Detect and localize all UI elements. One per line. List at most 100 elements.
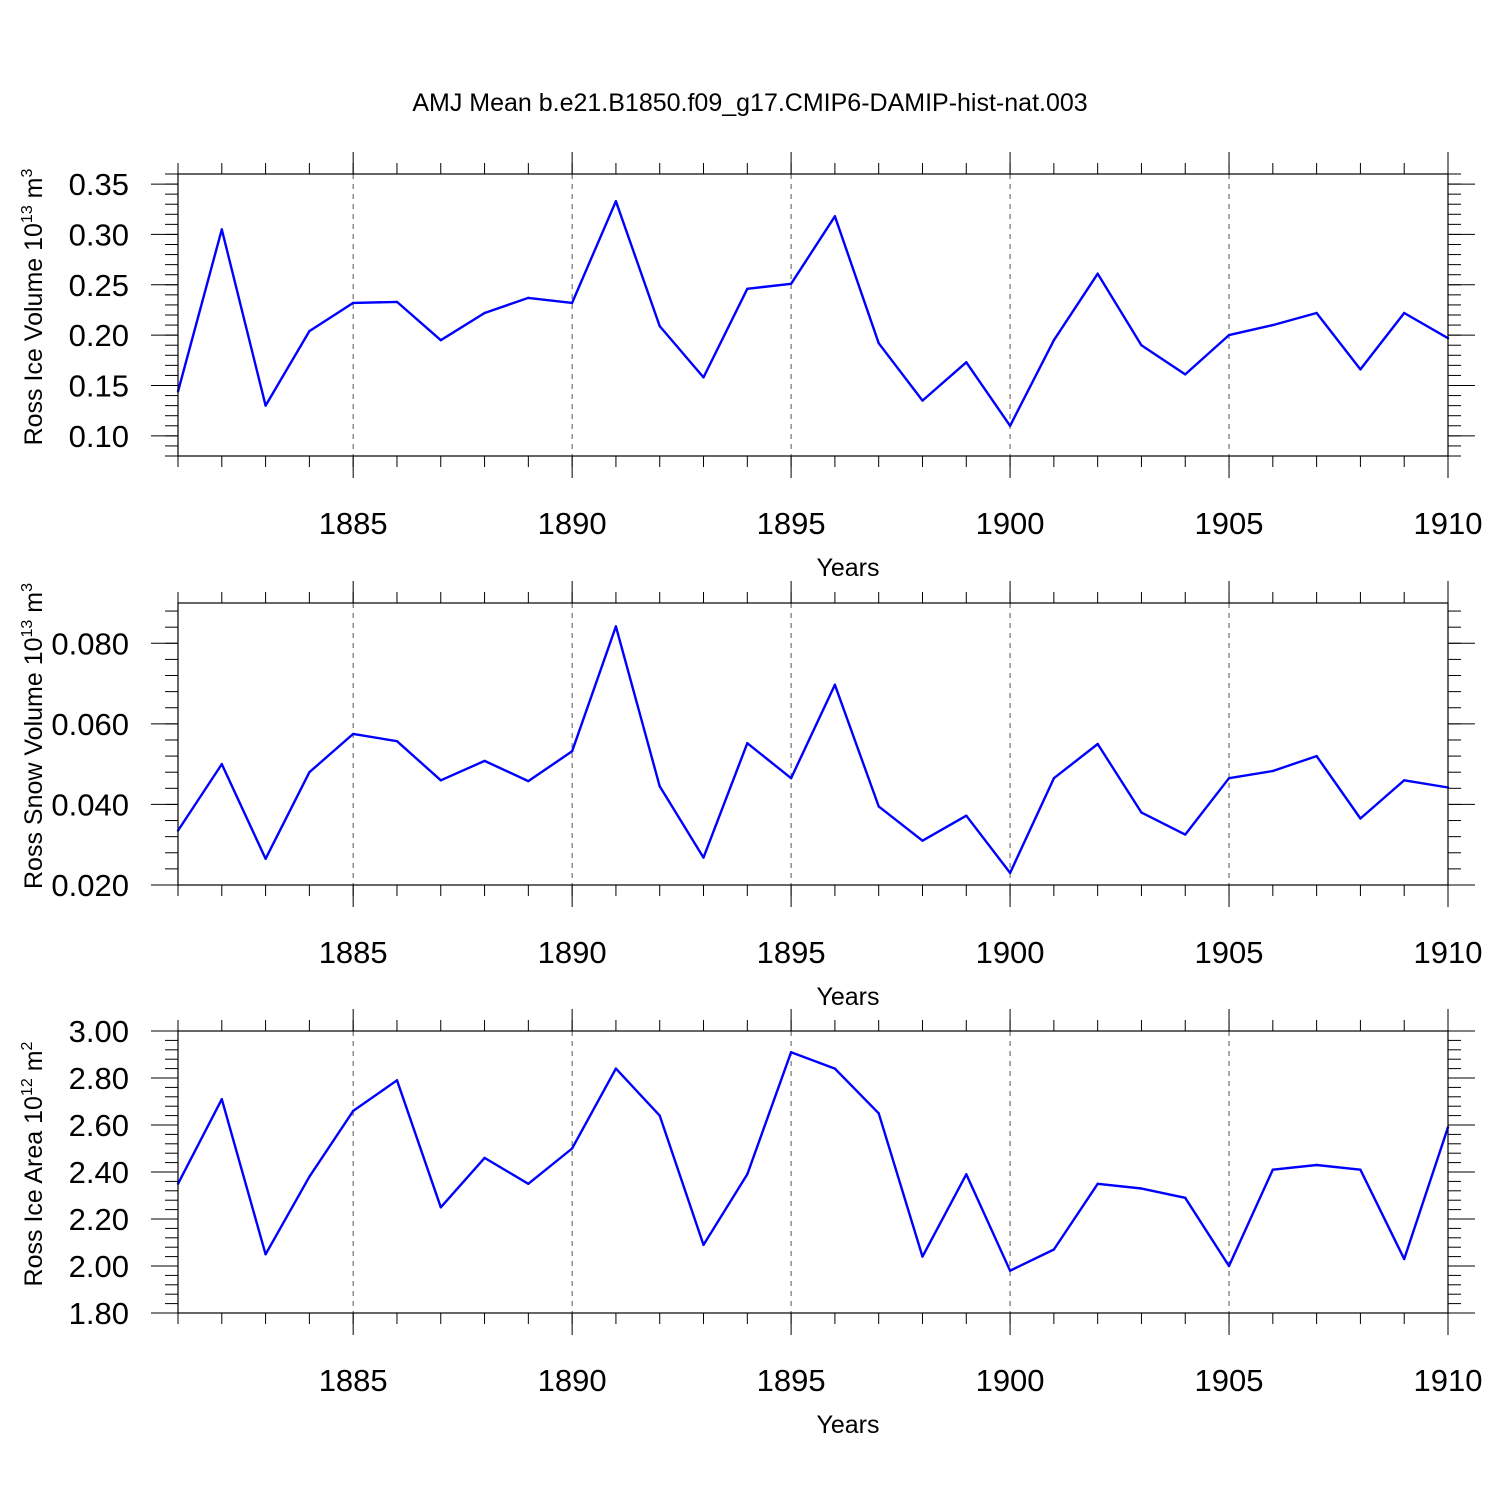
x-tick-label: 1885	[319, 1363, 388, 1398]
data-point	[527, 1182, 530, 1186]
data-point	[921, 399, 924, 402]
x-tick-label: 1910	[1414, 1363, 1483, 1398]
y-tick-label: 0.060	[51, 707, 129, 742]
data-point	[483, 759, 486, 763]
data-point	[1008, 1269, 1012, 1272]
x-tick-label: 1895	[757, 935, 826, 970]
x-tick-label: 1905	[1195, 1363, 1264, 1398]
data-point	[789, 282, 793, 285]
data-point	[1359, 817, 1362, 820]
y-axis-title: Ross Snow Volume 1013 m3	[19, 583, 48, 889]
x-tick-label: 1910	[1414, 935, 1483, 970]
data-point	[1315, 1163, 1318, 1167]
data-point	[1227, 777, 1231, 780]
data-point	[921, 1255, 924, 1258]
data-point	[1140, 811, 1143, 814]
plot-frame	[177, 602, 1449, 886]
data-point	[789, 777, 793, 780]
data-point	[264, 1253, 267, 1256]
data-point	[1008, 424, 1012, 427]
data-point	[1403, 779, 1406, 782]
x-tick-label: 1885	[319, 935, 388, 970]
data-point	[702, 376, 705, 379]
data-point	[833, 215, 837, 218]
data-point	[1008, 871, 1012, 875]
x-tick-label: 1890	[538, 1363, 607, 1398]
data-point	[439, 1206, 442, 1209]
x-tick-label: 1905	[1195, 935, 1264, 970]
y-tick-label: 1.80	[69, 1296, 129, 1331]
data-point	[746, 287, 749, 290]
y-tick-label: 0.20	[69, 318, 129, 353]
data-point	[658, 1114, 661, 1117]
series-line	[176, 199, 1449, 427]
plot-frame	[177, 173, 1449, 457]
data-point	[1315, 754, 1318, 758]
data-point	[1271, 323, 1275, 327]
x-tick-label: 1895	[757, 1363, 826, 1398]
x-tick-label: 1900	[976, 506, 1045, 541]
data-point	[1096, 272, 1099, 275]
y-tick-label: 0.15	[69, 369, 129, 404]
data-point	[877, 342, 880, 345]
data-point	[1052, 777, 1056, 780]
data-point	[352, 301, 355, 305]
data-point	[439, 779, 442, 782]
data-point	[614, 200, 618, 203]
x-axis-title: Years	[816, 554, 879, 582]
data-point	[1359, 1168, 1362, 1171]
y-tick-label: 2.80	[69, 1061, 129, 1096]
y-tick-label: 2.20	[69, 1202, 129, 1237]
y-axis-title: Ross Ice Area 1012 m2	[19, 1041, 48, 1286]
data-point	[1184, 1196, 1187, 1200]
x-tick-label: 1910	[1414, 506, 1483, 541]
panel-ice-area: 1.80 2.00 2.20 2.40 2.60 2.80 3.00 1885 1890 189…	[19, 1009, 1482, 1439]
data-point	[1184, 373, 1187, 376]
y-axis-title: Ross Ice Volume 1013 m3	[19, 168, 48, 445]
panel-ice-volume: 0.10 0.15 0.20 0.25 0.30 0.35 1885 1890 1895 190…	[19, 152, 1482, 582]
data-point	[570, 1147, 574, 1150]
data-point	[1403, 311, 1406, 315]
data-point	[570, 301, 574, 305]
y-tick-label: 0.25	[69, 268, 129, 303]
data-point	[527, 296, 530, 300]
x-tick-label: 1890	[538, 935, 607, 970]
data-point	[658, 324, 661, 328]
data-point	[1271, 769, 1275, 773]
data-point	[220, 1098, 223, 1101]
x-axis-title: Years	[816, 983, 879, 1011]
data-point	[833, 683, 837, 686]
figure-title: AMJ Mean b.e21.B1850.f09_g17.CMIP6-DAMIP…	[412, 89, 1087, 117]
x-tick-label: 1885	[319, 506, 388, 541]
panel-snow-volume: 0.020 0.040 0.060 0.080 1885 1890 1895 1900 190…	[19, 581, 1482, 1011]
data-point	[570, 750, 574, 753]
y-tick-label: 3.00	[69, 1014, 129, 1049]
series-line	[176, 1050, 1450, 1272]
data-point	[483, 1156, 486, 1160]
data-point	[1227, 333, 1231, 337]
data-point	[439, 339, 442, 342]
data-point	[352, 732, 355, 736]
data-point	[921, 839, 924, 842]
data-point	[746, 1173, 749, 1176]
data-point	[1140, 344, 1143, 347]
data-point	[658, 785, 661, 788]
data-point	[1096, 1182, 1099, 1186]
data-point	[395, 740, 399, 743]
y-tick-label: 0.040	[51, 787, 129, 822]
data-point	[308, 1175, 311, 1178]
data-point	[1052, 339, 1056, 342]
data-point	[308, 771, 311, 774]
y-tick-label: 2.60	[69, 1108, 129, 1143]
data-point	[1359, 368, 1362, 371]
data-point	[965, 361, 968, 364]
x-tick-label: 1905	[1195, 506, 1264, 541]
data-point	[308, 329, 311, 333]
data-point	[1315, 311, 1318, 315]
data-point	[789, 1051, 793, 1054]
data-point	[352, 1109, 355, 1113]
data-point	[1227, 1264, 1231, 1268]
data-point	[1271, 1168, 1275, 1171]
series-line	[176, 625, 1449, 875]
